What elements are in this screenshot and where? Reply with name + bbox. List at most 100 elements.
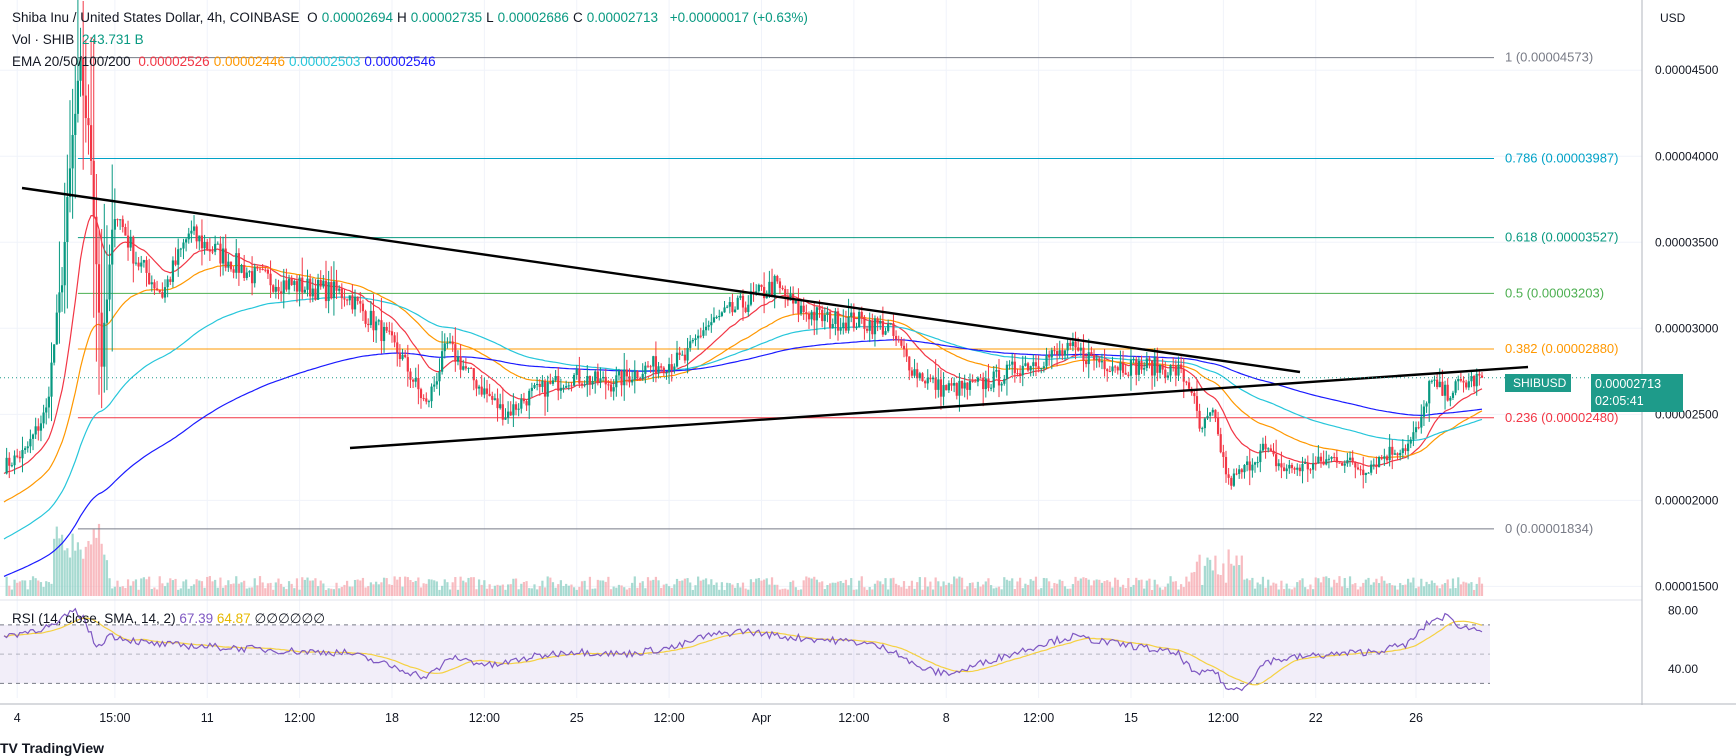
candle-body bbox=[1385, 456, 1389, 461]
currency-button[interactable]: USD bbox=[1660, 11, 1686, 25]
volume-bar bbox=[95, 537, 98, 596]
candle-body bbox=[1399, 452, 1402, 456]
candle-body bbox=[850, 312, 853, 317]
volume-bar bbox=[1459, 584, 1462, 596]
candle-body bbox=[567, 385, 570, 387]
volume-bar bbox=[1145, 580, 1148, 596]
volume-bar bbox=[137, 589, 140, 596]
volume-bar bbox=[855, 589, 858, 596]
fib-label-0: 1 (0.00004573) bbox=[1505, 50, 1593, 65]
candle-body bbox=[1158, 364, 1162, 373]
volume-bar bbox=[660, 587, 663, 596]
symbol-legend[interactable]: Shiba Inu / United States Dollar, 4h, CO… bbox=[12, 10, 812, 25]
candle-body bbox=[1449, 397, 1452, 401]
candle-body bbox=[359, 301, 362, 304]
volume-bar bbox=[665, 583, 668, 596]
candle-body bbox=[702, 330, 705, 336]
x-tick-label-7: 12:00 bbox=[653, 711, 684, 725]
candle-body bbox=[1338, 462, 1341, 464]
volume-bar bbox=[960, 577, 964, 596]
volume-bar bbox=[475, 589, 478, 596]
volume-bar bbox=[1143, 588, 1146, 596]
candle-body bbox=[89, 125, 93, 161]
volume-bar bbox=[567, 585, 570, 596]
candle-body bbox=[411, 379, 415, 382]
candle-body bbox=[1050, 350, 1053, 358]
candle-body bbox=[409, 371, 412, 380]
volume-bar bbox=[153, 587, 156, 596]
volume-bar bbox=[1330, 587, 1333, 596]
candle-body bbox=[1428, 381, 1431, 404]
volume-bar bbox=[1317, 578, 1320, 596]
volume-bar bbox=[802, 580, 805, 596]
volume-bar bbox=[683, 578, 687, 596]
volume-bar bbox=[462, 580, 465, 596]
volume-bar bbox=[1248, 580, 1251, 596]
volume-bars bbox=[5, 523, 1484, 596]
candle-body bbox=[968, 380, 972, 390]
volume-bar bbox=[675, 578, 679, 596]
volume-bar bbox=[264, 588, 267, 596]
tradingview-logo[interactable]: TV TradingView bbox=[0, 740, 104, 756]
volume-bar bbox=[1182, 587, 1185, 596]
candle-body bbox=[929, 377, 932, 380]
volume-bar bbox=[1393, 585, 1397, 596]
volume-bar bbox=[979, 586, 982, 596]
volume-bar bbox=[1098, 579, 1101, 596]
candle-body bbox=[462, 366, 465, 370]
candle-body bbox=[425, 398, 428, 402]
volume-bar bbox=[1420, 578, 1423, 596]
candle-body bbox=[454, 344, 457, 362]
volume-bar bbox=[1428, 584, 1431, 596]
candle-body bbox=[1465, 382, 1468, 388]
candle-body bbox=[113, 219, 116, 230]
volume-bar bbox=[673, 584, 676, 596]
candle-body bbox=[1311, 463, 1315, 470]
candle-body bbox=[269, 273, 272, 286]
ohlc-values: O 0.00002694 H 0.00002735 L 0.00002686 C 0.0000… bbox=[307, 10, 662, 25]
candle-body bbox=[316, 279, 320, 300]
candle-body bbox=[554, 376, 557, 381]
volume-bar bbox=[195, 579, 198, 596]
candle-body bbox=[348, 295, 351, 301]
volume-bar bbox=[1467, 583, 1470, 596]
candle-body bbox=[926, 377, 929, 384]
volume-bar bbox=[654, 576, 658, 596]
volume-bar bbox=[1111, 587, 1114, 596]
candle-body bbox=[390, 331, 394, 336]
volume-bar bbox=[507, 584, 510, 596]
candle-body bbox=[755, 291, 758, 294]
volume-bar bbox=[1269, 585, 1272, 596]
volume-bar bbox=[116, 580, 119, 596]
candle-body bbox=[847, 316, 850, 331]
volume-legend[interactable]: Vol · SHIB 243.731 B bbox=[12, 32, 148, 47]
volume-bar bbox=[185, 579, 188, 596]
rsi-legend[interactable]: RSI (14, close, SMA, 14, 2) 67.39 64.87 … bbox=[12, 611, 325, 627]
volume-bar bbox=[398, 576, 401, 596]
candle-body bbox=[1412, 432, 1415, 440]
candle-body bbox=[1230, 477, 1233, 486]
volume-bar bbox=[187, 588, 190, 596]
candle-body bbox=[565, 386, 568, 388]
volume-bar bbox=[1338, 576, 1341, 596]
candle-body bbox=[155, 288, 159, 291]
volume-bar bbox=[1137, 580, 1140, 596]
volume-bar bbox=[945, 585, 948, 596]
candle-body bbox=[747, 304, 750, 312]
ema-legend[interactable]: EMA 20/50/100/200 0.00002526 0.00002446 0.… bbox=[12, 54, 444, 69]
ema-value-1: 0.00002446 bbox=[213, 54, 286, 69]
candle-body bbox=[1441, 381, 1444, 396]
volume-bar bbox=[628, 587, 631, 596]
x-tick-label-1: 15:00 bbox=[99, 711, 130, 725]
candle-body bbox=[1079, 347, 1082, 351]
candle-body bbox=[435, 381, 438, 385]
volume-bar bbox=[29, 580, 32, 596]
candle-body bbox=[129, 236, 132, 248]
volume-bar bbox=[786, 589, 789, 596]
candle-body bbox=[799, 305, 803, 314]
volume-bar bbox=[504, 589, 507, 596]
candle-body bbox=[1061, 350, 1064, 356]
volume-bar bbox=[248, 587, 251, 596]
volume-bar bbox=[1008, 580, 1011, 596]
